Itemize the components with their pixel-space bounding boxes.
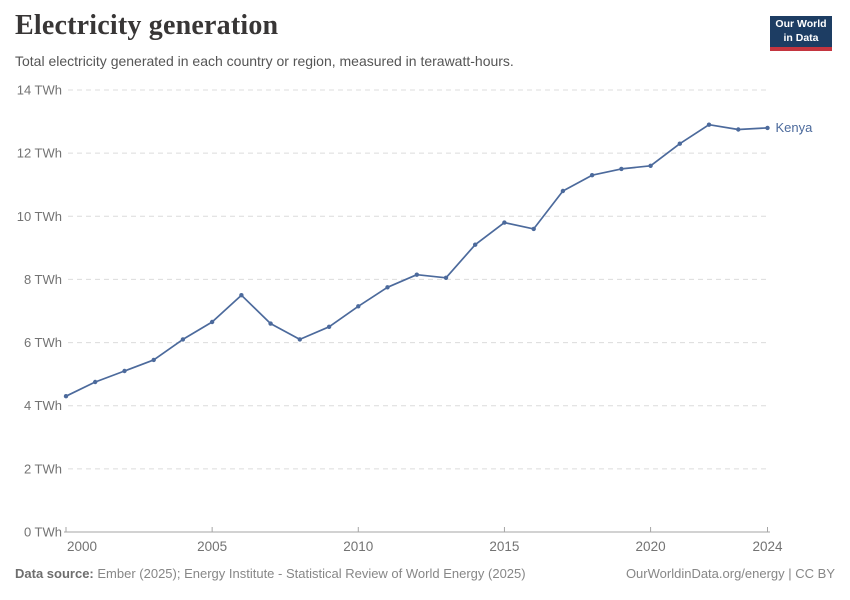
chart-footer: Data source: Ember (2025); Energy Instit…: [15, 566, 835, 581]
data-source-label: Data source:: [15, 566, 94, 581]
owid-logo-line2: in Data: [783, 31, 819, 44]
y-tick-label: 10 TWh: [17, 209, 62, 224]
page-title: Electricity generation: [15, 10, 279, 41]
y-tick-label: 0 TWh: [24, 525, 62, 540]
data-point[interactable]: [356, 304, 361, 309]
data-point[interactable]: [326, 324, 332, 329]
data-point[interactable]: [765, 125, 770, 131]
data-source: Data source: Ember (2025); Energy Instit…: [15, 566, 526, 581]
data-point[interactable]: [736, 127, 741, 132]
series-label[interactable]: Kenya: [776, 120, 814, 135]
data-point[interactable]: [531, 226, 536, 232]
data-point[interactable]: [63, 394, 69, 399]
data-point[interactable]: [268, 321, 273, 326]
data-point[interactable]: [122, 368, 127, 374]
data-point[interactable]: [677, 141, 682, 146]
data-line[interactable]: [65, 123, 769, 398]
data-point[interactable]: [502, 220, 507, 225]
y-tick-label: 6 TWh: [24, 335, 62, 350]
owid-logo-line1: Our World: [775, 17, 827, 30]
data-point[interactable]: [385, 285, 390, 290]
y-tick-label: 12 TWh: [17, 146, 62, 161]
y-tick-label: 8 TWh: [24, 272, 62, 287]
data-point[interactable]: [151, 357, 156, 363]
data-point[interactable]: [93, 379, 98, 385]
credit-link[interactable]: OurWorldinData.org/energy | CC BY: [625, 566, 835, 581]
data-point[interactable]: [180, 337, 186, 342]
data-point[interactable]: [648, 163, 653, 168]
x-tick-label: 2024: [752, 539, 783, 554]
data-point[interactable]: [414, 272, 419, 277]
data-source-text: Ember (2025); Energy Institute - Statist…: [97, 566, 526, 581]
x-tick-label: 2015: [489, 539, 519, 554]
chart-subtitle: Total electricity generated in each coun…: [15, 53, 514, 69]
x-tick-label: 2010: [343, 539, 373, 554]
x-tick-label: 2020: [636, 539, 666, 554]
data-point[interactable]: [619, 166, 624, 172]
data-point[interactable]: [560, 188, 566, 194]
owid-logo[interactable]: Our World in Data: [770, 16, 832, 51]
data-point[interactable]: [706, 122, 712, 127]
data-point[interactable]: [297, 337, 302, 342]
x-tick-label: 2000: [67, 539, 97, 554]
data-point[interactable]: [473, 242, 478, 247]
data-point[interactable]: [239, 293, 244, 298]
data-point[interactable]: [589, 173, 595, 178]
data-point[interactable]: [443, 275, 449, 280]
y-tick-label: 4 TWh: [24, 398, 62, 413]
y-tick-label: 14 TWh: [17, 83, 62, 98]
x-tick-label: 2005: [197, 539, 227, 554]
y-tick-label: 2 TWh: [24, 461, 62, 476]
data-point[interactable]: [209, 319, 215, 325]
